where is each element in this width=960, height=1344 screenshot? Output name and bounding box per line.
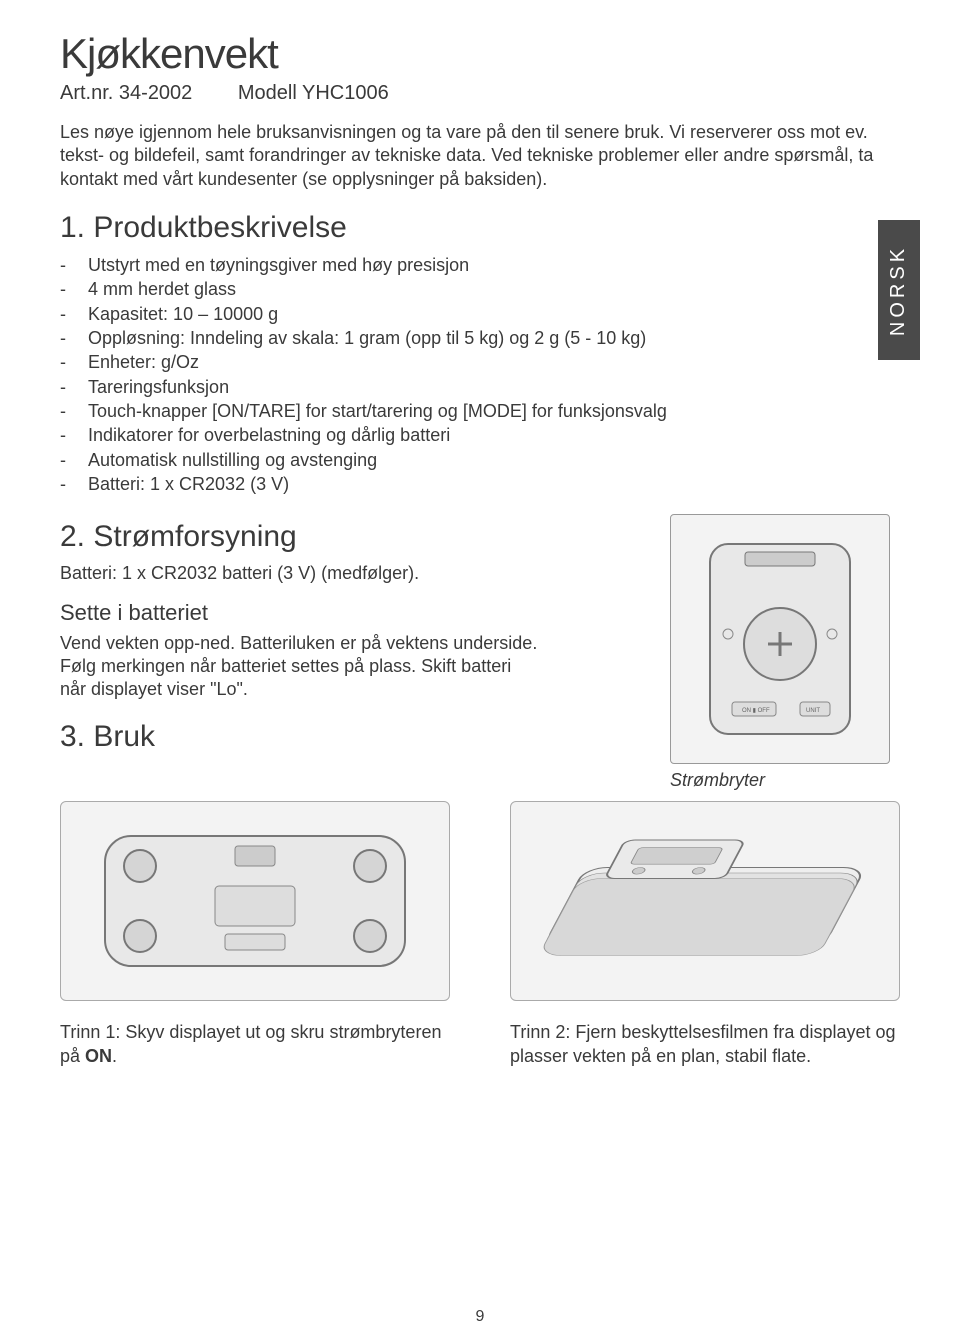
article-number: Art.nr. 34-2002 [60, 82, 192, 105]
section-2-heading: 2. Strømforsyning [60, 520, 650, 554]
page-number: 9 [476, 1308, 485, 1326]
section-2-subheading: Sette i batteriet [60, 600, 650, 626]
list-item: Enheter: g/Oz [60, 350, 900, 374]
svg-text:ON ▮ OFF: ON ▮ OFF [742, 708, 770, 714]
intro-paragraph: Les nøye igjennom hele bruksanvisningen … [60, 121, 900, 191]
battery-instructions: Vend vekten opp-ned. Batteriluken er på … [60, 632, 540, 702]
list-item: Touch-knapper [ON/TARE] for start/tareri… [60, 399, 900, 423]
step-1-bold: ON [85, 1046, 112, 1066]
model-label: Modell YHC1006 [238, 82, 389, 104]
battery-line: Batteri: 1 x CR2032 batteri (3 V) (medfø… [60, 562, 650, 585]
section-3-heading: 3. Bruk [60, 720, 650, 754]
subtitle-row: Art.nr. 34-2002 Modell YHC1006 [60, 82, 900, 105]
battery-compartment-diagram: ON ▮ OFF UNIT [670, 514, 890, 764]
svg-text:UNIT: UNIT [806, 708, 820, 714]
step-2-text: Trinn 2: Fjern beskyttelsesfilmen fra di… [510, 1021, 900, 1068]
list-item: Indikatorer for overbelastning og dårlig… [60, 423, 900, 447]
list-item: Tareringsfunksjon [60, 375, 900, 399]
step-1-text: Trinn 1: Skyv displayet ut og skru strøm… [60, 1021, 450, 1068]
diagram-caption: Strømbryter [670, 770, 900, 791]
list-item: 4 mm herdet glass [60, 277, 900, 301]
step-1-pre: Trinn 1: Skyv displayet ut og skru strøm… [60, 1022, 441, 1065]
step-1-diagram [60, 801, 450, 1001]
list-item: Oppløsning: Inndeling av skala: 1 gram (… [60, 326, 900, 350]
list-item: Kapasitet: 10 – 10000 g [60, 302, 900, 326]
page-title: Kjøkkenvekt [60, 30, 900, 78]
language-tab: NORSK [878, 220, 920, 360]
list-item: Utstyrt med en tøyningsgiver med høy pre… [60, 253, 900, 277]
list-item: Automatisk nullstilling og avstenging [60, 448, 900, 472]
section-1-heading: 1. Produktbeskrivelse [60, 211, 900, 245]
step-1-post: . [112, 1046, 117, 1066]
feature-list: Utstyrt med en tøyningsgiver med høy pre… [60, 253, 900, 496]
step-2-diagram [510, 801, 900, 1001]
list-item: Batteri: 1 x CR2032 (3 V) [60, 472, 900, 496]
language-tab-label: NORSK [888, 244, 911, 335]
